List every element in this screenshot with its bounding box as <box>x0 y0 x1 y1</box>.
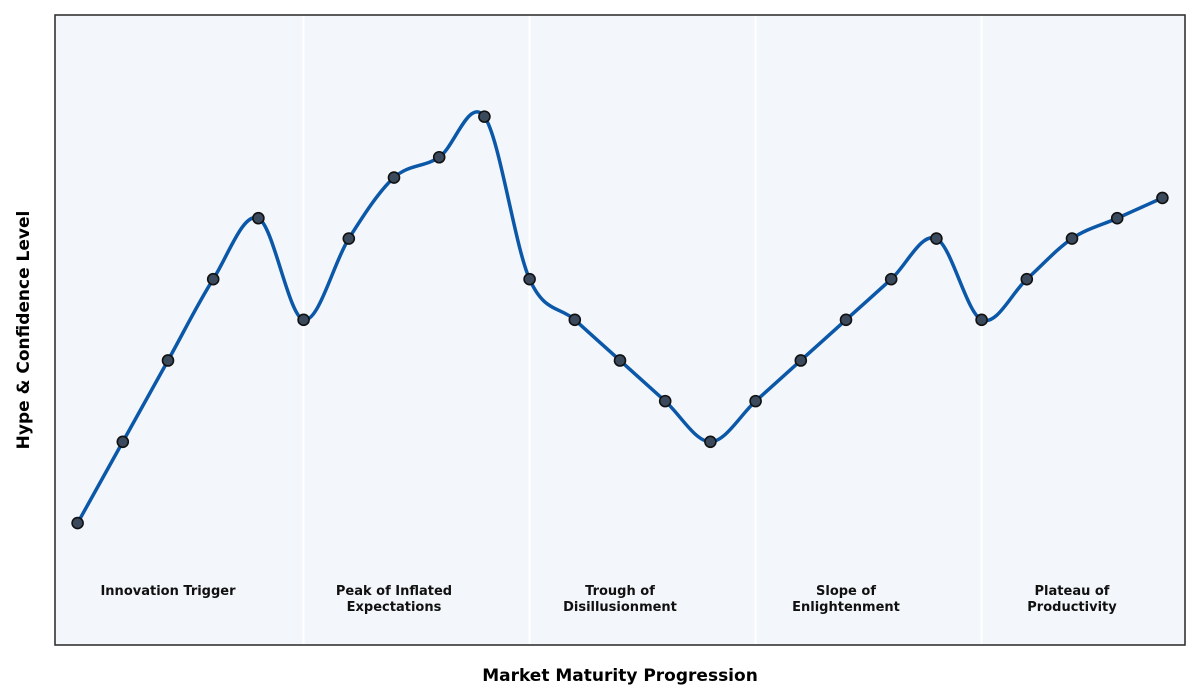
data-point <box>794 354 808 367</box>
phase-label: Trough of Disillusionment <box>563 584 677 615</box>
phase-label: Slope of Enlightenment <box>792 584 900 615</box>
data-point <box>206 272 220 286</box>
data-point <box>387 171 401 184</box>
data-point <box>568 313 582 327</box>
data-point <box>71 516 84 530</box>
x-axis-label: Market Maturity Progression <box>482 666 758 686</box>
data-point <box>613 354 627 367</box>
data-point <box>161 354 175 367</box>
data-point <box>658 394 672 408</box>
data-point <box>1020 272 1034 286</box>
data-point <box>432 150 446 164</box>
data-point <box>1110 211 1124 225</box>
data-point <box>884 272 898 286</box>
data-point <box>930 232 943 245</box>
phase-labels: Innovation Trigger Peak of Inflated Expect… <box>100 584 1117 615</box>
plot-frame <box>54 14 1186 646</box>
y-axis-label: Hype & Confidence Level <box>14 211 34 450</box>
data-point <box>252 211 265 225</box>
data-point <box>1156 191 1169 205</box>
data-point <box>749 394 762 408</box>
data-point <box>839 313 853 327</box>
phase-label: Plateau of Productivity <box>1027 584 1117 615</box>
phase-label: Innovation Trigger <box>100 584 236 599</box>
plot-area <box>55 15 1185 645</box>
data-point <box>297 313 310 327</box>
data-point <box>704 435 717 449</box>
data-point <box>975 313 988 327</box>
data-point <box>342 232 356 245</box>
data-point <box>523 272 536 286</box>
data-point <box>478 110 491 123</box>
data-point <box>116 435 130 449</box>
phase-label: Peak of Inflated Expectations <box>336 584 452 615</box>
data-point-markers <box>71 110 1169 530</box>
phase-separators <box>302 15 983 645</box>
data-point <box>1065 232 1079 245</box>
